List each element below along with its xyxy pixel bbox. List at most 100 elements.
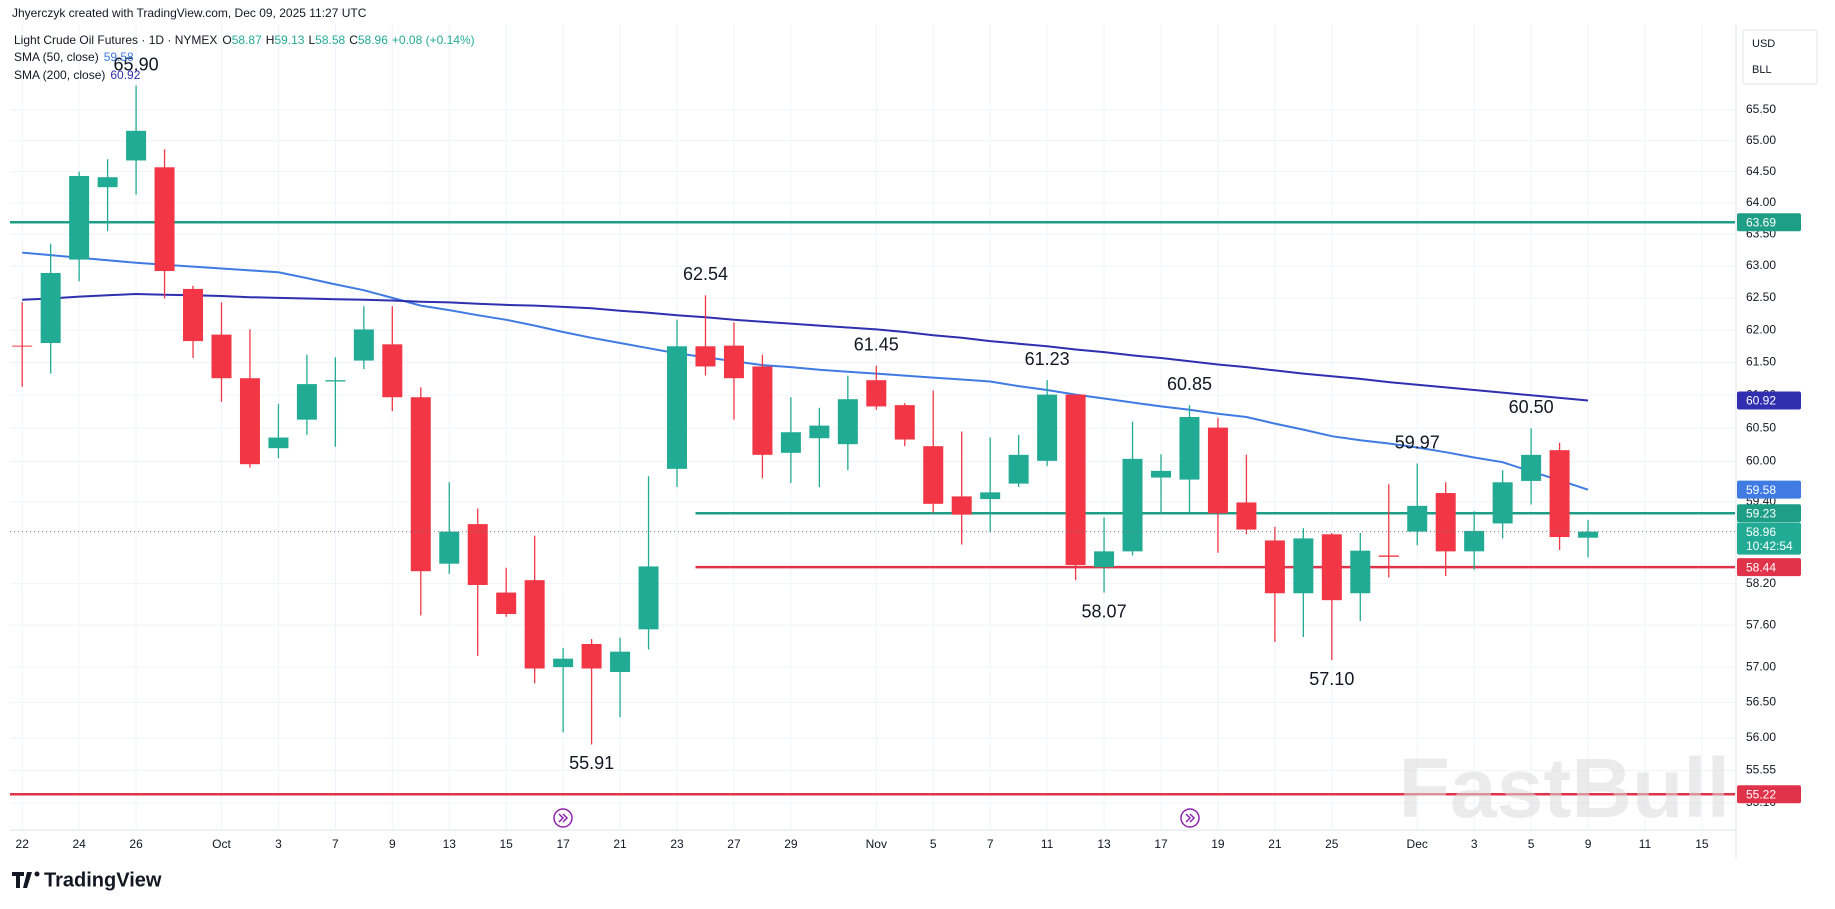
- logo: TradingView: [12, 869, 162, 891]
- x-tick-label: 17: [556, 837, 570, 851]
- level-box: [1737, 785, 1801, 804]
- candle-body: [12, 345, 33, 347]
- unit: BLL: [1752, 64, 1772, 76]
- candle-body: [1435, 493, 1456, 552]
- legend-change: +0.08 (+0.14%): [392, 33, 475, 47]
- candle-body: [980, 492, 1001, 500]
- price-annotation: 59.97: [1395, 432, 1440, 452]
- y-tick-label: 56.00: [1746, 730, 1776, 744]
- price-annotation: 65.90: [114, 54, 159, 74]
- logo-icon: [12, 872, 32, 888]
- candle-body: [69, 175, 90, 260]
- level-label: 63.69: [1746, 215, 1776, 229]
- sma-box: [1737, 480, 1801, 499]
- x-tick-label: 15: [1695, 837, 1709, 851]
- y-tick-label: 65.50: [1746, 102, 1776, 116]
- x-tick-label: 3: [275, 837, 282, 851]
- candle-body: [1065, 394, 1086, 566]
- candle-body: [239, 378, 260, 465]
- level-box: [1737, 558, 1801, 577]
- created-note: Jhyerczyk created with TradingView.com, …: [12, 6, 367, 20]
- x-tick-label: 21: [613, 837, 627, 851]
- price-annotation: 60.85: [1167, 374, 1212, 394]
- candle-body: [1264, 540, 1285, 594]
- y-tick-label: 55.55: [1746, 763, 1776, 777]
- sma-line: [22, 292, 1589, 402]
- candle-body: [1151, 470, 1171, 478]
- unit-box[interactable]: USD BLL: [1742, 29, 1818, 85]
- x-tick-label: 7: [987, 837, 994, 851]
- sma-line: [22, 251, 1589, 491]
- price-annotation: 61.45: [854, 335, 899, 355]
- candle-body: [1492, 482, 1513, 524]
- unit-box-frame[interactable]: [1742, 29, 1818, 85]
- candle-body: [296, 384, 317, 420]
- legend-main: Light Crude Oil Futures · 1D · NYMEX O58.…: [14, 33, 475, 47]
- legend-ohlc-value: 59.13: [274, 33, 304, 47]
- legend-ohlc-key: L: [308, 33, 315, 47]
- x-tick-label: Oct: [212, 837, 231, 851]
- y-tick-label: 60.00: [1746, 454, 1776, 468]
- level-box: [1737, 504, 1801, 523]
- candle-body: [97, 177, 118, 188]
- candle-body: [951, 496, 972, 515]
- candle-body: [837, 399, 858, 445]
- x-tick-label: 29: [784, 837, 798, 851]
- level-label: 59.23: [1746, 506, 1776, 520]
- y-tick-label: 64.50: [1746, 164, 1776, 178]
- x-tick-label: Dec: [1407, 837, 1428, 851]
- x-tick-label: 21: [1268, 837, 1282, 851]
- y-tick-label: 61.50: [1746, 355, 1776, 369]
- y-tick-label: 62.50: [1746, 290, 1776, 304]
- y-tick-label: 57.00: [1746, 659, 1776, 673]
- price-annotation: 55.91: [569, 753, 614, 773]
- x-tick-label: 25: [1325, 837, 1339, 851]
- candle-body: [610, 651, 631, 673]
- logo-text: TradingView: [44, 869, 162, 891]
- legend-sma: SMA (50, close) 59.58: [14, 50, 134, 64]
- sma-label: 60.92: [1746, 394, 1776, 408]
- x-tick-label: 22: [16, 837, 30, 851]
- candle-body: [325, 380, 346, 382]
- x-tick-label: 23: [670, 837, 684, 851]
- price-annotation: 60.50: [1509, 397, 1554, 417]
- legend-ohlc-key: C: [349, 33, 358, 47]
- sma-box: [1737, 391, 1801, 410]
- event-icon[interactable]: [553, 808, 573, 828]
- x-tick-label: 5: [930, 837, 937, 851]
- x-tick-label: 5: [1528, 837, 1535, 851]
- last-price-box: [1737, 522, 1801, 555]
- event-icon[interactable]: [1180, 808, 1200, 828]
- x-tick-label: 9: [1585, 837, 1592, 851]
- candle-body: [866, 380, 887, 407]
- legend-sma-name: SMA (200, close): [14, 68, 105, 82]
- y-tick-label: 58.20: [1746, 576, 1776, 590]
- x-tick-label: 27: [727, 837, 741, 851]
- candle-body: [1293, 538, 1314, 594]
- candle-body: [211, 334, 232, 379]
- legend-ohlc-value: 58.87: [232, 33, 262, 47]
- legend-ohlc-key: O: [222, 33, 231, 47]
- candle-body: [581, 643, 602, 669]
- candle-body: [1407, 505, 1428, 532]
- candle-body: [1578, 531, 1599, 538]
- x-tick-label: 13: [1097, 837, 1111, 851]
- candle-body: [1008, 454, 1029, 484]
- countdown: 10:42:54: [1746, 539, 1793, 553]
- legend-sma-value: 59.58: [104, 50, 134, 64]
- level-label: 58.44: [1746, 560, 1776, 574]
- candle-body: [1521, 454, 1542, 481]
- x-tick-label: 26: [129, 837, 143, 851]
- candle-body: [1549, 450, 1570, 538]
- candle-body: [524, 580, 545, 669]
- level-label: 55.22: [1746, 787, 1776, 801]
- level-box: [1737, 213, 1801, 232]
- candle-body: [467, 524, 488, 585]
- candle-body: [353, 329, 374, 361]
- sma-label: 59.58: [1746, 483, 1776, 497]
- y-tick-label: 57.60: [1746, 617, 1776, 631]
- legend-sma: SMA (200, close) 60.92: [14, 68, 141, 82]
- y-tick-label: 64.00: [1746, 195, 1776, 209]
- candle-body: [667, 346, 688, 469]
